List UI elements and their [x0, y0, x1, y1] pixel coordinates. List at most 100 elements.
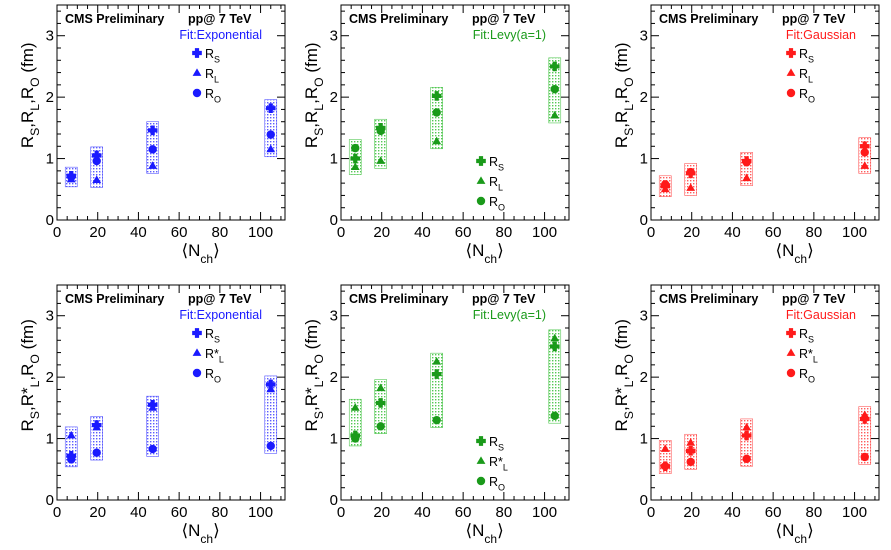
marker-r-o [860, 452, 869, 462]
y-tick-label: 1 [330, 431, 338, 448]
legend-entry: R*L [799, 347, 818, 364]
legend-marker [786, 348, 796, 356]
legend-marker [476, 156, 486, 166]
energy-label: pp@ 7 TeV [782, 12, 846, 26]
marker-r-o [550, 84, 559, 94]
chart-panel-6: 0 20 40 60 80 100 0 1 2 3 ⟨Nch⟩ RS,R*L,RO (fm) CMS P… [612, 284, 880, 546]
marker-r-o [351, 143, 360, 153]
x-tick-label: 20 [373, 224, 390, 241]
plot-area [64, 375, 278, 468]
marker-r-s [685, 446, 696, 456]
marker-r-o [860, 148, 869, 157]
x-tick-label: 80 [496, 504, 513, 521]
marker-r-o [266, 130, 275, 139]
y-tick-label: 0 [330, 492, 338, 509]
y-tick-label: 1 [330, 151, 338, 168]
legend-marker [192, 48, 202, 58]
y-axis-label: RS,RL,RO (fm) [18, 42, 42, 148]
marker-r-s [549, 341, 560, 352]
marker-r-s [741, 430, 752, 441]
legend-marker [476, 476, 486, 486]
energy-label: pp@ 7 TeV [188, 12, 252, 26]
legend-entry: RS [205, 47, 220, 64]
y-tick-label: 3 [330, 28, 338, 45]
x-tick-label: 20 [683, 504, 700, 521]
x-tick-label: 60 [171, 224, 188, 241]
marker-rstar-l [742, 422, 752, 431]
marker-r-o [92, 156, 101, 166]
cms-preliminary-label: CMS Preliminary [659, 292, 758, 306]
x-tick-label: 80 [496, 224, 513, 241]
x-axis-label: ⟨Nch⟩ [776, 241, 814, 266]
legend-entry: RS [205, 327, 220, 344]
legend-entry: RO [799, 87, 815, 104]
y-tick-label: 1 [640, 151, 648, 168]
plot-frame [56, 284, 286, 501]
y-tick-label: 3 [640, 308, 648, 325]
y-tick-label: 2 [330, 369, 338, 386]
x-axis-label: ⟨Nch⟩ [776, 521, 814, 546]
plot-frame [650, 4, 880, 221]
marker-r-l [266, 144, 276, 153]
y-axis-label-group: RS,R*L,RO (fm) [302, 319, 326, 431]
marker-r-o [550, 411, 559, 421]
cms-preliminary-label: CMS Preliminary [65, 292, 164, 306]
plot-frame [340, 4, 570, 221]
cms-preliminary-label: CMS Preliminary [65, 12, 164, 26]
marker-r-s [375, 398, 386, 408]
x-tick-label: 60 [765, 504, 782, 521]
legend-entry: RS [489, 155, 504, 172]
marker-r-o [376, 422, 385, 431]
y-tick-label: 0 [640, 492, 648, 509]
y-tick-label: 0 [640, 212, 648, 229]
y-tick-label: 2 [46, 89, 54, 106]
marker-r-s [859, 414, 870, 424]
legend-marker [192, 368, 202, 378]
x-axis-label: ⟨Nch⟩ [182, 241, 220, 266]
legend-entry: RS [799, 47, 814, 64]
legend-marker [476, 176, 486, 184]
marker-r-l [550, 110, 560, 119]
legend-entry: RL [799, 67, 813, 84]
systematic-band [146, 395, 159, 457]
marker-rstar-l [550, 333, 560, 342]
marker-r-s [350, 153, 361, 164]
x-tick-label: 100 [532, 224, 557, 241]
x-tick-label: 80 [806, 504, 823, 521]
legend-entry: R*L [205, 347, 224, 364]
x-tick-label: 20 [683, 224, 700, 241]
marker-r-o [742, 454, 751, 464]
marker-r-l [148, 161, 158, 169]
x-tick-label: 40 [130, 224, 147, 241]
legend-marker [192, 88, 202, 98]
x-tick-label: 0 [53, 504, 61, 521]
marker-r-s [431, 91, 442, 101]
x-tick-label: 40 [414, 224, 431, 241]
marker-r-o [148, 444, 157, 454]
y-tick-label: 0 [46, 492, 54, 509]
marker-r-o [432, 415, 441, 425]
systematic-band [264, 99, 278, 158]
plot-frame [56, 4, 286, 221]
x-tick-label: 20 [373, 504, 390, 521]
y-axis-label-group: RS,R*L,RO (fm) [612, 319, 636, 431]
x-tick-label: 0 [647, 504, 655, 521]
legend-entry: RO [205, 367, 221, 384]
y-tick-label: 2 [46, 369, 54, 386]
cms-preliminary-label: CMS Preliminary [349, 292, 448, 306]
marker-rstar-l [432, 357, 442, 365]
marker-rstar-l [350, 403, 360, 411]
y-tick-label: 3 [640, 28, 648, 45]
marker-r-l [742, 173, 752, 182]
marker-r-s [91, 150, 102, 161]
y-tick-label: 2 [640, 89, 648, 106]
marker-r-s [147, 125, 158, 136]
y-tick-label: 2 [640, 369, 648, 386]
fit-label: Fit:Gaussian [786, 28, 856, 42]
y-axis-label: RS,R*L,RO (fm) [302, 319, 326, 431]
chart-panel-4: 0 20 40 60 80 100 0 1 2 3 ⟨Nch⟩ RS,R*L,RO (fm) CMS P… [18, 284, 286, 546]
x-tick-label: 100 [248, 504, 273, 521]
marker-r-s [265, 103, 276, 114]
x-axis-label: ⟨Nch⟩ [466, 241, 504, 266]
legend-entry: R*L [489, 455, 508, 472]
